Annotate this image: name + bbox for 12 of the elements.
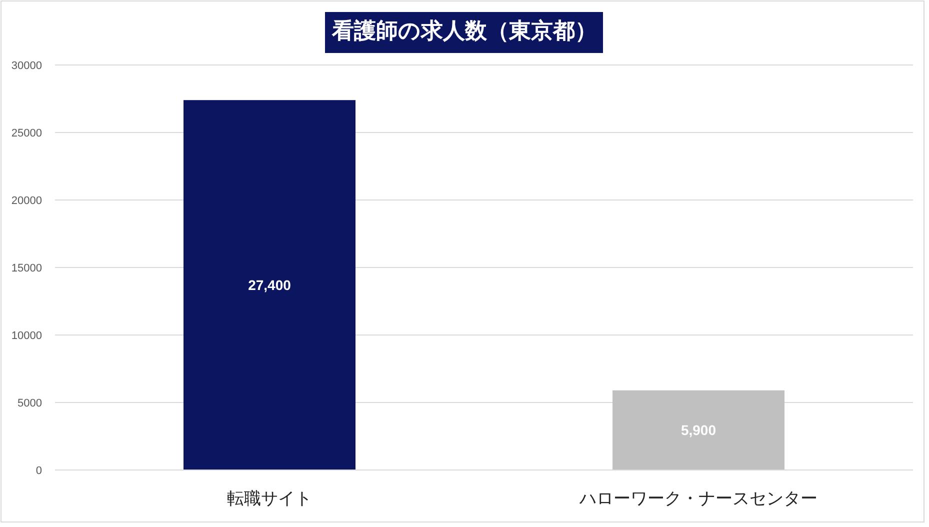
x-tick-label: ハローワーク・ナースセンター xyxy=(578,489,818,508)
data-label: 5,900 xyxy=(680,422,716,438)
y-tick-label: 25000 xyxy=(11,128,42,140)
y-tick-label: 15000 xyxy=(11,262,42,274)
y-tick-label: 10000 xyxy=(11,330,42,342)
y-tick-label: 20000 xyxy=(11,195,42,207)
y-tick-label: 5000 xyxy=(18,398,42,410)
y-tick-label: 0 xyxy=(36,465,42,477)
y-tick-label: 30000 xyxy=(11,60,42,72)
chart-title: 看護師の求人数（東京都） xyxy=(331,18,597,43)
data-label: 27,400 xyxy=(248,277,292,294)
x-tick-label: 転職サイト xyxy=(227,489,312,508)
